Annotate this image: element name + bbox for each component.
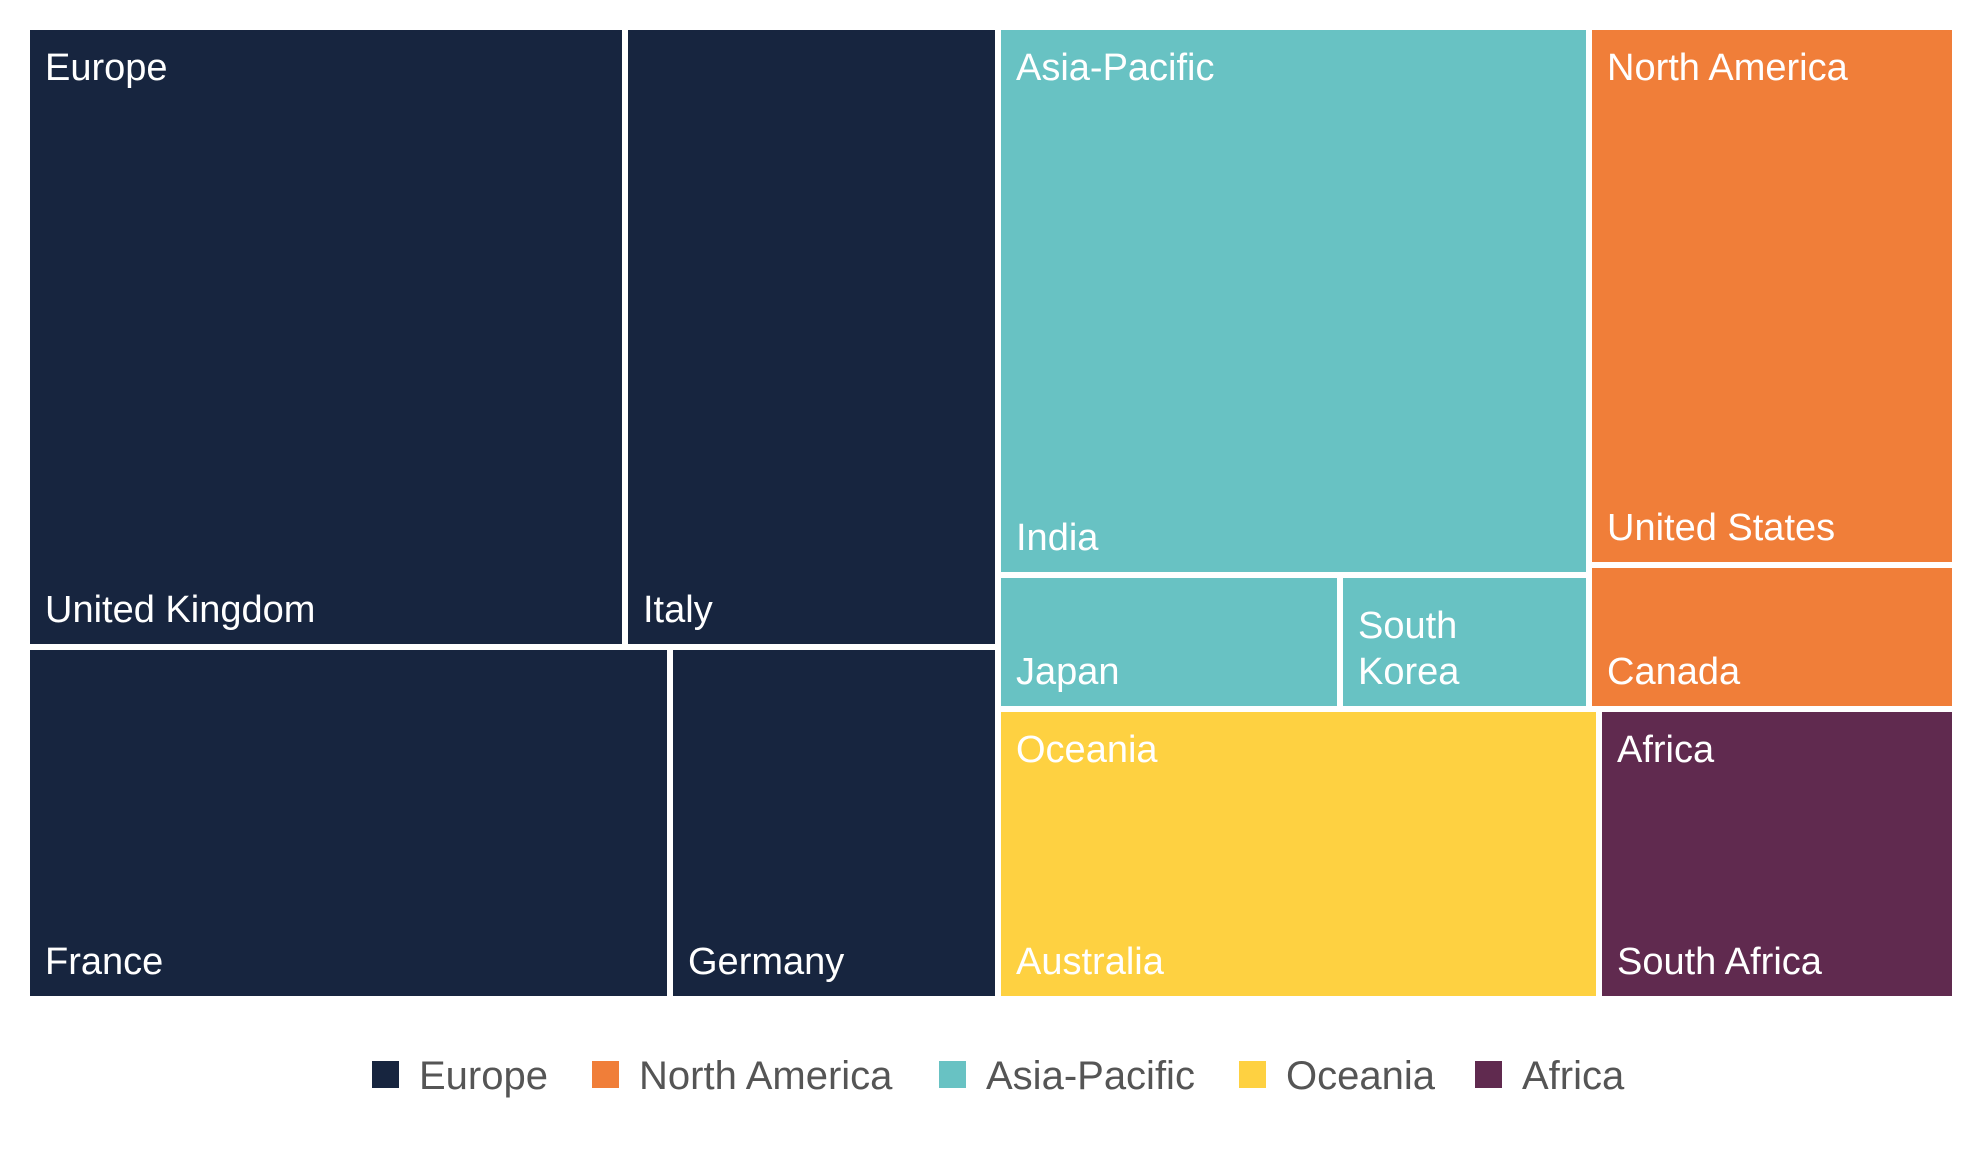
legend-label-asia-pacific[interactable]: Asia-Pacific [986, 1054, 1195, 1098]
tile-germany[interactable] [673, 650, 995, 996]
legend: Europe North America Asia-Pacific Oceania Af… [372, 1054, 1625, 1098]
tile-label-united-kingdom: United Kingdom [45, 589, 315, 631]
tile-label-japan: Japan [1016, 651, 1120, 693]
legend-swatch-africa[interactable] [1475, 1061, 1502, 1088]
tile-japan[interactable] [1001, 578, 1337, 706]
legend-swatch-oceania[interactable] [1239, 1061, 1266, 1088]
tile-label-south-korea-line1: South [1358, 605, 1457, 647]
tile-label-south-korea-line2: Korea [1358, 651, 1460, 693]
tile-south-korea[interactable] [1343, 578, 1586, 706]
tile-france[interactable] [30, 650, 667, 996]
legend-label-africa[interactable]: Africa [1522, 1054, 1625, 1098]
tile-label-italy: Italy [643, 589, 713, 631]
tile-canada[interactable] [1592, 568, 1952, 706]
tile-label-germany: Germany [688, 941, 844, 983]
group-labels: Europe Asia-Pacific North America Oceania Af… [45, 47, 1849, 771]
group-label-europe: Europe [45, 47, 168, 89]
tile-label-india: India [1016, 517, 1099, 559]
legend-swatch-asia-pacific[interactable] [939, 1061, 966, 1088]
group-label-north-america: North America [1607, 47, 1849, 89]
legend-label-europe[interactable]: Europe [419, 1054, 548, 1098]
tile-italy[interactable] [628, 30, 995, 644]
legend-label-oceania[interactable]: Oceania [1286, 1054, 1436, 1098]
legend-swatch-north-america[interactable] [592, 1061, 619, 1088]
tile-label-south-africa: South Africa [1617, 941, 1823, 983]
group-label-asia-pacific: Asia-Pacific [1016, 47, 1215, 89]
legend-label-north-america[interactable]: North America [639, 1054, 893, 1098]
tile-australia[interactable] [1001, 712, 1596, 996]
tile-united-kingdom[interactable] [30, 30, 622, 644]
tile-label-canada: Canada [1607, 651, 1741, 693]
treemap-tiles: United Kingdom Italy France Germany India Jap… [30, 30, 1952, 996]
legend-swatch-europe[interactable] [372, 1061, 399, 1088]
tile-india[interactable] [1001, 30, 1586, 572]
tile-united-states[interactable] [1592, 30, 1952, 562]
group-label-oceania: Oceania [1016, 729, 1158, 771]
tile-label-france: France [45, 941, 163, 983]
tile-south-africa[interactable] [1602, 712, 1952, 996]
group-label-africa: Africa [1617, 729, 1715, 771]
tile-label-united-states: United States [1607, 507, 1835, 549]
tile-label-australia: Australia [1016, 941, 1165, 983]
